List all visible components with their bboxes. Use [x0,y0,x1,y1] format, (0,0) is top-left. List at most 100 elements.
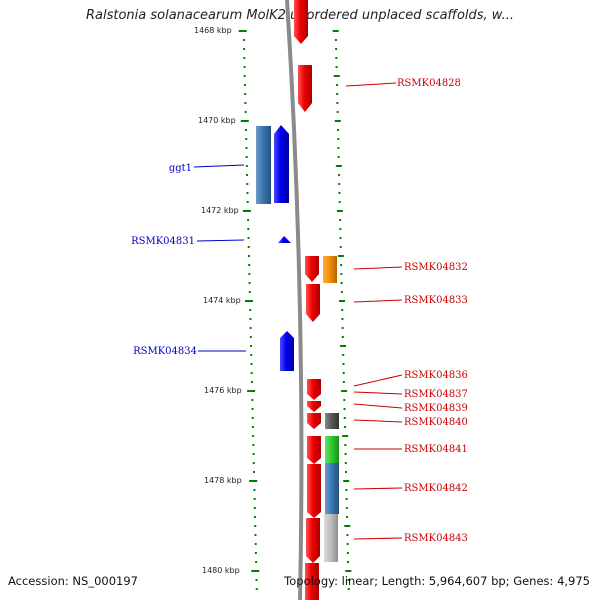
ruler-tick [335,165,342,167]
ruler-ticks-left [238,30,260,590]
ruler-tick [347,561,350,563]
gene-label-rsmk04828[interactable]: RSMK04828 [397,78,461,89]
ruler-tick [332,30,339,32]
ruler-tick [250,354,253,356]
ruler-tick [238,30,247,32]
left-strand-genes [256,125,294,371]
ruler-tick [252,462,255,464]
gene-label-rsmk04839[interactable]: RSMK04839 [404,403,468,414]
ruler-tick [342,354,345,356]
ruler-tick [248,282,251,284]
gene-label-rsmk04841[interactable]: RSMK04841 [404,444,468,455]
ruler-tick [346,516,349,518]
ruler-tick [337,129,340,131]
ruler-label: 1480 kbp [202,566,240,575]
ruler-tick [248,273,251,275]
ruler-tick [247,219,250,221]
ruler-tick [341,336,344,338]
ruler-tick [247,390,256,392]
ruler-tick [251,408,254,410]
ruler-tick [242,39,245,41]
gene-arrow-rsmk04833[interactable] [306,284,320,322]
ruler-tick [255,561,258,563]
gene-arrow-rsmk04842[interactable] [307,464,321,518]
ruler-tick [340,264,343,266]
ruler-tick [253,489,256,491]
ruler-tick [246,201,249,203]
ruler-tick [337,147,340,149]
ruler-tick [338,174,341,176]
ruler-tick [248,264,251,266]
ruler-tick [250,381,253,383]
gene-arrow-rsmk04831[interactable] [278,236,291,243]
cog-box-orange[interactable] [323,256,337,283]
gene-arrow-rsmk04843[interactable] [306,518,320,563]
ruler-tick [254,525,257,527]
ruler-tick [251,570,260,572]
gene-label-rsmk04842[interactable]: RSMK04842 [404,483,468,494]
ruler-tick [334,39,337,41]
ruler-tick [245,138,248,140]
gene-label-rsmk04833[interactable]: RSMK04833 [404,295,468,306]
ruler-tick [246,192,249,194]
ruler-tick [250,363,253,365]
ruler-tick [334,120,341,122]
gene-label-rsmk04836[interactable]: RSMK04836 [404,370,468,381]
ruler-tick [338,201,341,203]
gene-arrow-rsmk04832[interactable] [305,256,319,282]
ruler-tick [336,102,339,104]
gene-arrow-rsmk04839[interactable] [307,413,321,429]
ruler-tick [342,363,345,365]
ruler-tick [345,498,348,500]
ruler-tick [335,84,338,86]
ruler-tick [342,435,349,437]
gene-arrow-rsmk04834[interactable] [280,331,294,371]
cog-box-darkgray[interactable] [325,413,339,429]
ruler-tick [249,336,252,338]
cog-box-silver[interactable] [324,514,338,562]
ruler-tick [245,147,248,149]
gene-arrow-rsmk04828[interactable] [298,65,312,112]
ruler-tick [344,525,351,527]
ruler-label: 1470 kbp [198,116,236,125]
gene-label-rsmk04832[interactable]: RSMK04832 [404,262,468,273]
ruler-tick [249,309,252,311]
leader-lines [193,82,403,540]
cog-box-steelblue[interactable] [325,463,339,514]
gene-label-rsmk04834[interactable]: RSMK04834 [133,346,197,357]
ruler-tick [339,228,342,230]
ruler-tick [254,516,257,518]
ruler-tick [335,66,338,68]
ruler-tick [335,48,338,50]
ruler-tick [343,480,350,482]
ruler-tick [338,183,341,185]
ruler-tick [344,444,347,446]
ruler-tick [335,57,338,59]
ruler-tick [339,237,342,239]
gene-arrow-rsmk04844[interactable] [305,563,319,600]
ruler-tick [244,102,247,104]
gene-label-ggt1[interactable]: ggt1 [169,163,192,174]
gene-arrow-rsmk04836[interactable] [307,379,321,400]
cog-box-ggt1[interactable] [256,126,271,204]
gene-label-rsmk04840[interactable]: RSMK04840 [404,417,468,428]
ruler-tick [345,507,348,509]
ruler-tick [250,372,253,374]
ruler-tick [245,165,248,167]
gene-arrow-rsmk04837[interactable] [307,401,321,412]
ruler-tick [244,93,247,95]
cog-box-green[interactable] [325,436,339,463]
ruler-tick [255,588,258,590]
ruler-label: 1474 kbp [203,296,241,305]
gene-label-rsmk04831[interactable]: RSMK04831 [131,236,195,247]
ruler-tick [340,345,347,347]
gene-arrow-rsmk04841[interactable] [307,436,321,464]
ruler-tick [251,417,254,419]
gene-label-rsmk04843[interactable]: RSMK04843 [404,533,468,544]
ruler-tick [247,246,250,248]
gene-arrow-ggt1[interactable] [274,125,289,203]
ruler-tick [252,435,255,437]
gene-arrow-rsmk04827[interactable] [294,0,308,44]
gene-label-rsmk04837[interactable]: RSMK04837 [404,389,468,400]
ruler-tick [342,372,345,374]
